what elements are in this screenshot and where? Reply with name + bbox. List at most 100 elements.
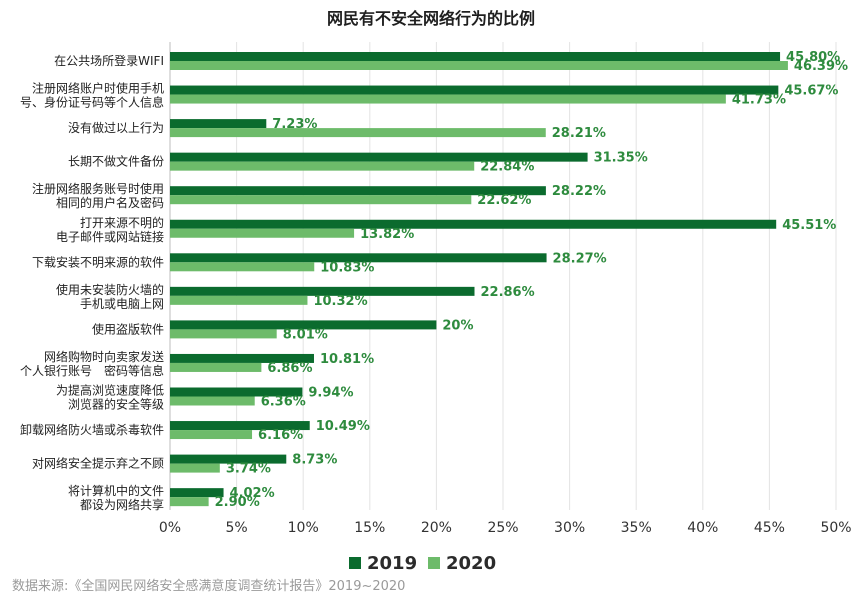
data-label-2020-10: 6.36% bbox=[261, 395, 306, 410]
legend-swatch-2020 bbox=[428, 557, 440, 569]
bar-2019-1 bbox=[170, 85, 779, 95]
legend-label-2020: 2020 bbox=[446, 553, 496, 574]
x-tick-label: 0% bbox=[159, 520, 181, 536]
category-label: 使用盗版软件 bbox=[92, 321, 164, 336]
data-label-2019-5: 45.51% bbox=[782, 218, 836, 233]
bar-2020-4 bbox=[170, 195, 472, 205]
legend: 2019 2020 bbox=[349, 553, 496, 574]
bars bbox=[170, 52, 788, 507]
category-label: 长期不做文件备份 bbox=[68, 154, 164, 169]
data-label-2019-10: 9.94% bbox=[308, 386, 353, 401]
category-label: 没有做过以上行为 bbox=[68, 120, 164, 135]
bar-2019-12 bbox=[170, 454, 287, 464]
data-label-2019-2: 7.23% bbox=[272, 117, 317, 132]
data-label-2020-4: 22.62% bbox=[477, 193, 531, 208]
data-label-2019-13: 4.02% bbox=[230, 486, 275, 501]
bar-2020-6 bbox=[170, 262, 315, 272]
data-label-2020-7: 10.32% bbox=[313, 294, 367, 309]
data-label-2020-5: 13.82% bbox=[360, 227, 414, 242]
bar-2019-8 bbox=[170, 320, 437, 330]
legend-swatch-2019 bbox=[349, 557, 361, 569]
bar-2020-12 bbox=[170, 463, 220, 473]
data-label-2019-4: 28.22% bbox=[552, 184, 606, 199]
category-label: 对网络安全提示弃之不顾 bbox=[32, 456, 164, 471]
x-tick-label: 50% bbox=[820, 520, 851, 536]
x-tick-label: 40% bbox=[687, 520, 718, 536]
data-label-2019-0: 45.80% bbox=[786, 50, 840, 65]
bar-2019-9 bbox=[170, 353, 314, 363]
bar-2020-10 bbox=[170, 396, 255, 406]
category-label: 在公共场所登录WIFI bbox=[54, 53, 164, 68]
x-tick-label: 35% bbox=[621, 520, 652, 536]
legend-label-2019: 2019 bbox=[367, 553, 417, 574]
bar-2020-2 bbox=[170, 128, 546, 138]
category-label: 打开来源不明的 bbox=[80, 215, 164, 230]
category-label: 网络购物时向卖家发送 bbox=[44, 349, 164, 364]
bar-2020-13 bbox=[170, 497, 209, 507]
x-tick-label: 20% bbox=[421, 520, 452, 536]
bar-2019-10 bbox=[170, 387, 303, 397]
bar-2019-5 bbox=[170, 219, 777, 229]
data-label-2019-11: 10.49% bbox=[316, 419, 370, 434]
data-label-2019-7: 22.86% bbox=[480, 285, 534, 300]
bar-2019-2 bbox=[170, 119, 267, 129]
data-labels: 45.80%46.39% 45.67%41.73% 7.23% 28.21% 31.35… bbox=[215, 50, 848, 510]
bar-2020-8 bbox=[170, 329, 277, 339]
x-tick-label: 25% bbox=[487, 520, 518, 536]
category-label: 将计算机中的文件 bbox=[68, 483, 164, 498]
category-label: 个人银行账号 密码等信息 bbox=[20, 363, 164, 378]
category-label: 使用未安装防火墙的 bbox=[56, 282, 164, 297]
category-label: 号、身份证号码等个人信息 bbox=[20, 95, 164, 110]
data-label-2019-3: 31.35% bbox=[594, 151, 648, 166]
bar-2019-6 bbox=[170, 253, 547, 263]
category-label: 相同的用户名及密码 bbox=[56, 195, 164, 210]
category-label: 都设为网络共享 bbox=[80, 497, 164, 512]
bar-2019-3 bbox=[170, 152, 588, 162]
bar-2020-11 bbox=[170, 430, 253, 440]
data-label-2020-0: 46.39% bbox=[794, 59, 848, 74]
data-label-2020-9: 6.86% bbox=[267, 361, 312, 376]
data-label-2020-8: 8.01% bbox=[283, 327, 328, 342]
data-label-2020-13: 2.90% bbox=[215, 495, 260, 510]
category-label: 手机或电脑上网 bbox=[80, 297, 164, 311]
category-label: 电子邮件或网站链接 bbox=[56, 229, 164, 244]
bar-2019-0 bbox=[170, 52, 781, 61]
category-label: 为提高浏览速度降低 bbox=[56, 383, 164, 398]
source-note: 数据来源:《全国网民网络安全感满意度调查统计报告》2019~2020 bbox=[12, 578, 405, 594]
data-label-2019-1: 45.67% bbox=[784, 84, 838, 99]
category-label: 浏览器的安全等级 bbox=[68, 397, 164, 412]
bar-2019-7 bbox=[170, 286, 475, 296]
bar-2019-4 bbox=[170, 186, 546, 196]
x-tick-label: 15% bbox=[354, 520, 385, 536]
data-label-2019-6: 28.27% bbox=[553, 251, 607, 266]
data-label-2020-6: 10.83% bbox=[320, 260, 374, 275]
bar-2019-13 bbox=[170, 488, 224, 498]
data-label-2020-2: 28.21% bbox=[552, 126, 606, 141]
data-label-2020-1: 41.73% bbox=[732, 93, 786, 108]
bar-2020-9 bbox=[170, 362, 262, 372]
bar-2020-7 bbox=[170, 295, 308, 305]
x-tick-label: 30% bbox=[554, 520, 585, 536]
x-tick-label: 45% bbox=[754, 520, 785, 536]
bar-2020-1 bbox=[170, 94, 726, 104]
data-label-2019-12: 8.73% bbox=[292, 453, 337, 468]
data-label-2019-9: 10.81% bbox=[320, 352, 374, 367]
data-label-2020-3: 22.84% bbox=[480, 160, 534, 175]
category-label: 下载安装不明来源的软件 bbox=[32, 254, 164, 269]
x-axis-tick-labels: 0% 5% 10% 15% 20% 25% 30% 35% 40% 45% 50% bbox=[159, 520, 852, 536]
category-label: 注册网络账户时使用手机 bbox=[32, 81, 164, 96]
bar-2020-0 bbox=[170, 61, 788, 70]
x-tick-label: 10% bbox=[288, 520, 319, 536]
bar-2020-3 bbox=[170, 161, 475, 171]
category-label: 卸载网络防火墙或杀毒软件 bbox=[20, 422, 164, 437]
data-label-2020-12: 3.74% bbox=[226, 462, 271, 477]
category-labels: 在公共场所登录WIFI 注册网络账户时使用手机号、身份证号码等个人信息没有做过以上… bbox=[20, 53, 164, 512]
bar-2020-5 bbox=[170, 228, 355, 238]
chart-title: 网民有不安全网络行为的比例 bbox=[327, 9, 535, 28]
data-label-2019-8: 20% bbox=[442, 318, 473, 333]
data-label-2020-11: 6.16% bbox=[258, 428, 303, 443]
x-tick-label: 5% bbox=[225, 520, 247, 536]
bar-2019-11 bbox=[170, 421, 310, 431]
category-label: 注册网络服务账号时使用 bbox=[32, 181, 164, 196]
